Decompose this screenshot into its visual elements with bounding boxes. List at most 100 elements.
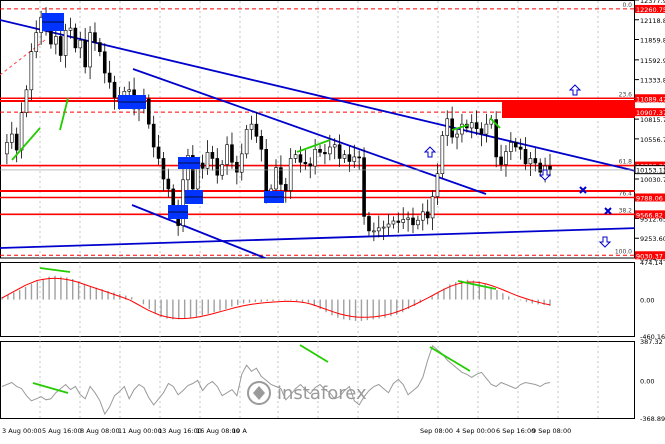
price-tick-label: 9512.65 xyxy=(640,215,665,223)
candle-body xyxy=(430,196,435,219)
candle-body xyxy=(499,156,503,165)
price-level-label: 11089.47 xyxy=(636,95,665,103)
x-axis-label: 5 Aug 16:00 xyxy=(42,427,82,435)
candle-body xyxy=(376,227,381,232)
osc2-tick-label: 387.32 xyxy=(640,338,663,346)
candle-body xyxy=(215,158,220,176)
candle-body xyxy=(225,144,229,165)
candle-body xyxy=(386,223,391,228)
candle-body xyxy=(455,133,459,138)
candle-body xyxy=(259,136,264,150)
candle-body xyxy=(166,178,171,190)
candle-body xyxy=(239,153,244,173)
candle-body xyxy=(411,217,415,226)
candle-body xyxy=(332,144,337,148)
candle-body xyxy=(24,89,29,113)
osc2-divergence xyxy=(32,382,69,394)
osc2-line xyxy=(1,344,551,416)
candle-body xyxy=(479,128,484,135)
x-axis-label: 3 Aug 00:00 xyxy=(2,427,42,435)
candle-body xyxy=(342,154,347,159)
x-axis-label: 6 Sep 16:00 xyxy=(496,427,535,435)
candle-body xyxy=(127,89,132,92)
candle-body xyxy=(9,133,14,143)
candle-body xyxy=(396,220,401,223)
candle-body xyxy=(474,122,479,130)
instaforex-logo: instaforex xyxy=(247,381,367,405)
candle-body xyxy=(54,36,58,45)
arrow-down-icon xyxy=(538,169,552,181)
candle-body xyxy=(435,173,440,197)
candle-body xyxy=(205,152,210,169)
candle-body xyxy=(200,162,205,169)
candle-body xyxy=(401,219,406,223)
candle-body xyxy=(513,142,518,148)
candle-body xyxy=(210,152,215,159)
candle-body xyxy=(235,161,239,173)
fib-tag-label: 23.6 xyxy=(619,91,633,98)
candle-body xyxy=(420,211,425,221)
candle-body xyxy=(249,123,254,130)
fib-tag-label: 61.8 xyxy=(619,159,633,166)
arrow-up-icon xyxy=(568,84,582,96)
osc2-tick-label: -368.8916 xyxy=(640,415,665,423)
candle-body xyxy=(416,219,420,226)
osc1-tick-label: 474.14 xyxy=(640,259,663,267)
price-tick-label: 9253.60 xyxy=(640,235,665,243)
candle-body xyxy=(445,118,450,136)
candle-body xyxy=(254,123,259,137)
osc2-divergence xyxy=(429,346,471,372)
candle-body xyxy=(298,154,303,163)
candle-body xyxy=(372,230,376,233)
candle-body xyxy=(283,184,288,191)
osc2-tick-label: 0.00 xyxy=(640,377,654,385)
candle-body xyxy=(98,42,102,52)
price-level-box xyxy=(635,94,665,103)
candle-body xyxy=(181,179,185,226)
price-tick-label: 11333.85 xyxy=(640,77,665,85)
price-tick-label: 12377.90 xyxy=(640,0,665,5)
x-axis-label: 8 Aug 08:00 xyxy=(80,427,120,435)
divergence-segment xyxy=(11,127,41,161)
candle-body xyxy=(29,51,34,91)
candle-body xyxy=(293,154,298,159)
price-level-label: 10907.37 xyxy=(636,109,665,117)
osc1-tick-label: 0.00 xyxy=(640,297,654,305)
arrow-up-icon xyxy=(423,146,437,158)
candle-body xyxy=(73,27,78,49)
fib-tag-label: 0.0 xyxy=(622,2,632,9)
candle-body xyxy=(450,118,454,138)
candle-body xyxy=(362,157,366,217)
x-axis-label: 16 Aug 08:00 xyxy=(196,427,240,435)
candle-body xyxy=(352,156,357,162)
fib-tag-label: 100.0 xyxy=(615,248,632,255)
candle-body xyxy=(357,156,361,159)
x-axis-label: 9 Sep 08:00 xyxy=(532,427,571,435)
candle-body xyxy=(244,129,249,155)
price-level-box xyxy=(635,4,665,13)
osc1-signal-line xyxy=(1,277,551,320)
candle-body xyxy=(425,211,430,219)
candle-body xyxy=(494,119,498,158)
price-tick-label: 10556.70 xyxy=(640,136,665,144)
arrow-down-icon xyxy=(598,236,612,248)
trendline-lower xyxy=(0,227,635,249)
candle-body xyxy=(274,167,278,190)
osc1-tick-label: -460.16 xyxy=(640,333,665,341)
candle-body xyxy=(5,142,9,155)
candle-body xyxy=(230,144,234,163)
watermark-text: instaforex xyxy=(277,383,367,404)
candle-body xyxy=(533,158,538,164)
candle-body xyxy=(19,112,24,151)
cross-icon xyxy=(604,207,612,215)
candle-body xyxy=(504,151,508,165)
price-level-label: 9566.82 xyxy=(636,211,663,219)
trendline-upper xyxy=(0,19,635,172)
candle-body xyxy=(538,162,543,173)
candle-body xyxy=(264,149,269,196)
candle-body xyxy=(191,155,195,190)
candle-body xyxy=(14,133,19,151)
divergence-segment xyxy=(296,139,331,153)
